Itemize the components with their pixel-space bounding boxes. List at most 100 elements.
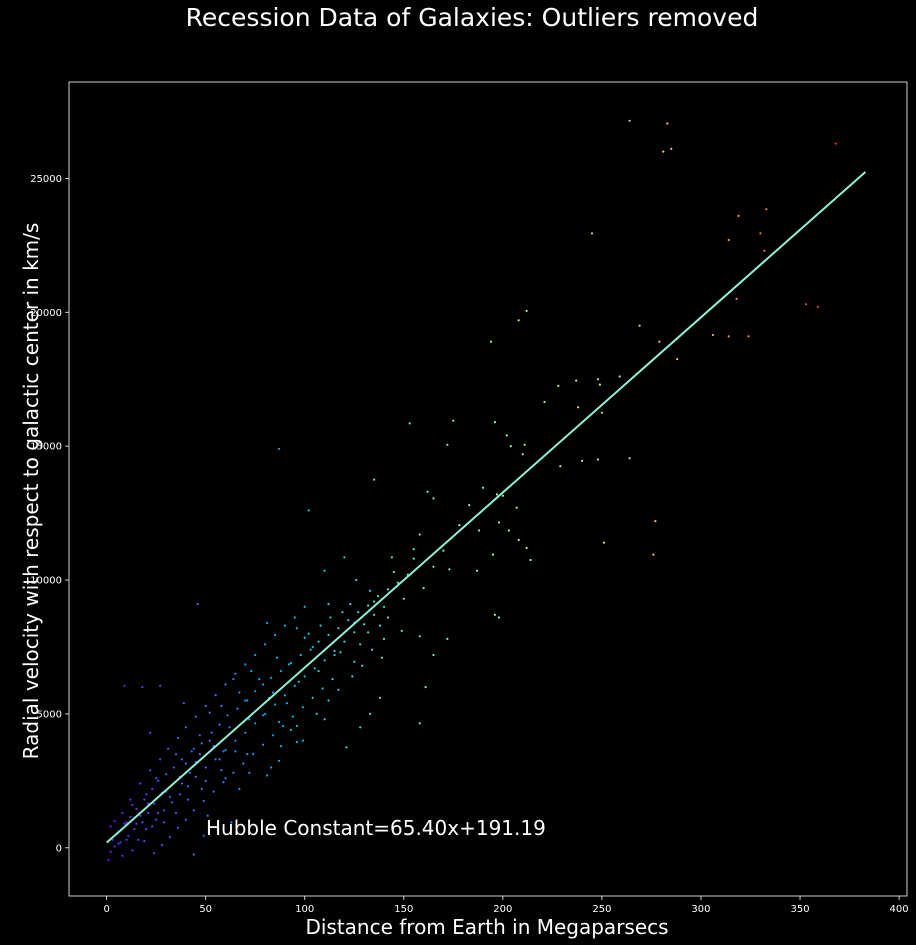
data-point: [200, 787, 203, 791]
data-point: [321, 687, 324, 690]
data-point: [458, 524, 461, 527]
data-point: [145, 828, 148, 831]
data-point: [491, 553, 495, 556]
data-point: [252, 753, 255, 756]
data-point: [476, 569, 479, 572]
x-tick-label: 100: [295, 904, 314, 915]
data-point: [763, 249, 766, 252]
data-point: [390, 556, 393, 559]
data-point: [452, 419, 455, 422]
data-point: [432, 565, 435, 568]
data-point: [220, 769, 223, 772]
data-point: [192, 809, 195, 812]
data-point: [363, 623, 366, 626]
data-point: [117, 842, 120, 845]
data-point: [167, 747, 170, 750]
data-point: [382, 637, 386, 641]
data-point: [226, 714, 229, 717]
data-point: [628, 119, 631, 122]
data-point: [218, 758, 221, 761]
data-point: [145, 793, 148, 796]
data-point: [159, 684, 162, 687]
data-point: [418, 533, 421, 536]
data-point: [596, 378, 600, 381]
data-point: [109, 850, 112, 853]
data-point: [737, 214, 740, 217]
data-point: [151, 825, 154, 828]
data-point: [369, 589, 372, 592]
data-point: [270, 766, 273, 769]
data-point: [149, 769, 152, 772]
data-point: [337, 627, 340, 630]
data-point: [347, 619, 350, 622]
data-point: [323, 569, 326, 572]
data-point: [279, 670, 283, 673]
data-point: [662, 150, 665, 153]
y-tick-label: 20000: [30, 308, 62, 319]
data-point: [113, 819, 116, 823]
data-point: [287, 663, 290, 666]
data-point: [295, 627, 298, 630]
data-point: [141, 821, 144, 824]
data-point: [351, 675, 354, 678]
data-point: [244, 731, 247, 734]
data-point: [204, 779, 207, 783]
data-point: [176, 826, 180, 829]
data-point: [313, 667, 316, 670]
data-point: [238, 691, 241, 694]
x-tick-label: 50: [199, 904, 212, 915]
data-point: [497, 521, 500, 524]
data-point: [295, 724, 298, 728]
data-point: [804, 303, 808, 306]
data-point: [198, 753, 201, 756]
data-point: [194, 715, 197, 718]
data-point: [266, 774, 269, 777]
data-point: [596, 458, 600, 461]
data-point: [283, 694, 286, 697]
data-point: [168, 795, 172, 799]
data-point: [254, 722, 257, 725]
data-point: [426, 490, 429, 493]
data-point: [254, 690, 257, 693]
data-point: [143, 840, 146, 843]
data-point: [378, 696, 382, 700]
data-point: [111, 838, 114, 841]
data-point: [222, 781, 225, 784]
data-point: [153, 852, 156, 855]
data-point: [581, 459, 584, 462]
data-point: [448, 568, 451, 571]
data-point: [232, 678, 235, 681]
y-axis-label: Radial velocity with respect to galactic…: [19, 223, 43, 760]
data-point: [735, 297, 738, 300]
data-point: [301, 706, 304, 709]
data-point: [307, 632, 310, 635]
data-point: [353, 631, 356, 634]
data-point: [194, 775, 197, 778]
data-point: [113, 845, 116, 848]
data-point: [418, 635, 421, 638]
data-point: [250, 670, 253, 673]
data-point: [602, 541, 606, 544]
y-axis-ticks: 0 5000 10000 15000 20000 25000: [30, 174, 69, 854]
data-point: [214, 758, 217, 761]
data-point: [236, 707, 239, 710]
data-point: [373, 600, 376, 603]
data-point: [442, 549, 445, 552]
data-point: [127, 834, 130, 837]
data-point: [135, 807, 138, 811]
data-point: [341, 611, 344, 614]
data-point: [816, 305, 820, 308]
data-point: [277, 447, 281, 450]
data-point: [376, 595, 380, 598]
data-point: [355, 578, 358, 582]
data-point: [505, 434, 508, 437]
data-point: [172, 766, 176, 769]
data-point: [525, 546, 528, 550]
data-point: [575, 379, 578, 382]
chart-title: Recession Data of Galaxies: Outliers rem…: [186, 3, 759, 32]
data-point: [323, 718, 326, 721]
data-point: [380, 656, 384, 659]
data-point: [264, 643, 267, 646]
data-point: [396, 581, 399, 584]
